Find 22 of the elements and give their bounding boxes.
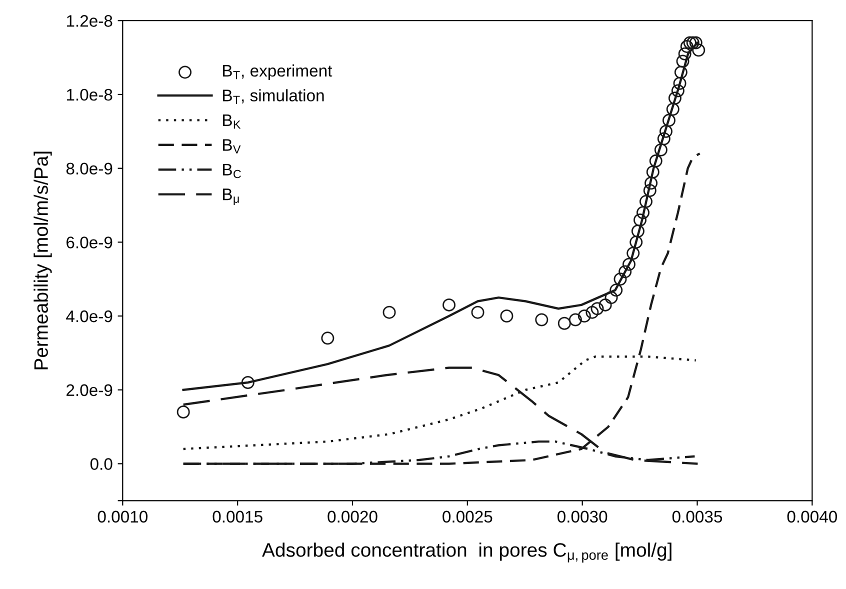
y-tick-label: 1.0e-8 — [66, 88, 112, 101]
x-axis-title: Adsorbed concentration in pores C$_{μ,pore}$ [mol/g] — [262, 542, 672, 563]
y-tick-label: 8.0e-9 — [66, 162, 112, 175]
legend-label: B$_{C}$ — [223, 164, 241, 178]
y-axis-title: Permeability [mol/m/s/Pa] — [34, 152, 52, 370]
y-tick-label: 4.0e-9 — [66, 310, 112, 322]
y-tick-label: 1.2e-8 — [66, 15, 112, 27]
y-tick-label: 6.0e-9 — [66, 236, 112, 248]
x-tick-label: 0.0040 — [787, 510, 837, 523]
legend-label: B$_{T}$, experiment — [223, 64, 332, 80]
x-tick-label: 0.0035 — [672, 510, 722, 523]
legend-label: B$_{T}$, simulation — [223, 89, 324, 104]
x-tick-label: 0.0015 — [212, 510, 262, 523]
x-tick-label: 0.0020 — [328, 510, 378, 523]
legend-label: B$_{K}$ — [223, 114, 241, 129]
legend-label: B$_{μ}$ — [223, 188, 239, 205]
x-tick-label: 0.0010 — [98, 510, 148, 523]
x-tick-label: 0.0030 — [557, 510, 608, 523]
y-tick-label: 0.0 — [90, 458, 112, 470]
legend-label: B$_{V}$ — [223, 139, 241, 154]
x-tick-label: 0.0025 — [442, 510, 492, 523]
y-tick-label: 2.0e-9 — [66, 384, 112, 396]
